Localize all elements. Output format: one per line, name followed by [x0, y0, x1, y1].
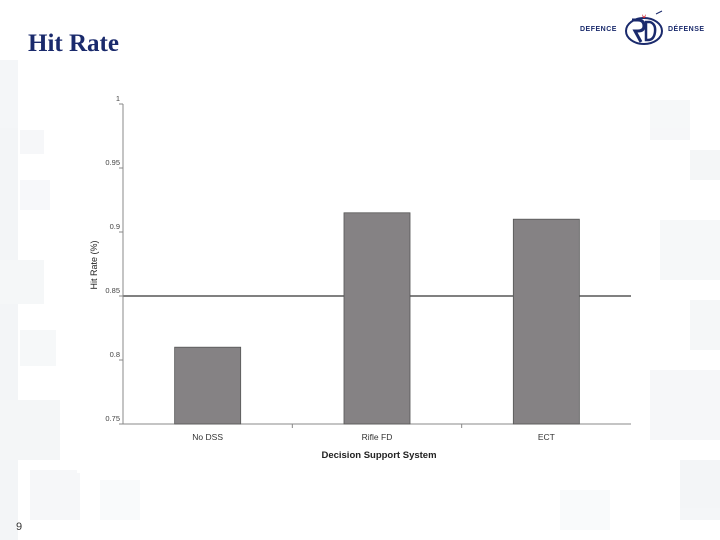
bar — [512, 218, 580, 425]
y-tick-label: 1 — [116, 94, 120, 103]
bar — [343, 212, 411, 425]
chart-frame: 0.75 0.8 0.85 0.9 0.95 1 No DSS Rifle FD ECT Hit… — [77, 88, 641, 473]
x-axis-label: Decision Support System — [321, 450, 436, 461]
bar — [174, 346, 242, 425]
y-tick-label: 0.95 — [105, 158, 120, 167]
slide-title: Hit Rate — [28, 30, 119, 57]
x-tick-label: No DSS — [192, 432, 223, 442]
y-axis-label: Hit Rate (%) — [89, 240, 99, 289]
drdc-logo: DEFENCE DÉFENSE — [580, 10, 712, 52]
bar-chart: 0.75 0.8 0.85 0.9 0.95 1 No DSS Rifle FD ECT Hit… — [89, 94, 631, 461]
slide-number: 9 — [16, 521, 23, 533]
y-tick-label: 0.8 — [110, 350, 120, 359]
x-tick-label: ECT — [538, 432, 555, 442]
y-tick-label: 0.9 — [110, 222, 120, 231]
y-tick-label: 0.75 — [105, 414, 120, 423]
y-tick-label: 0.85 — [105, 286, 120, 295]
x-tick-label: Rifle FD — [362, 432, 393, 442]
logo-text-right: DÉFENSE — [668, 26, 705, 33]
drdc-emblem-icon — [625, 10, 663, 45]
logo-text-left: DEFENCE — [580, 26, 617, 33]
